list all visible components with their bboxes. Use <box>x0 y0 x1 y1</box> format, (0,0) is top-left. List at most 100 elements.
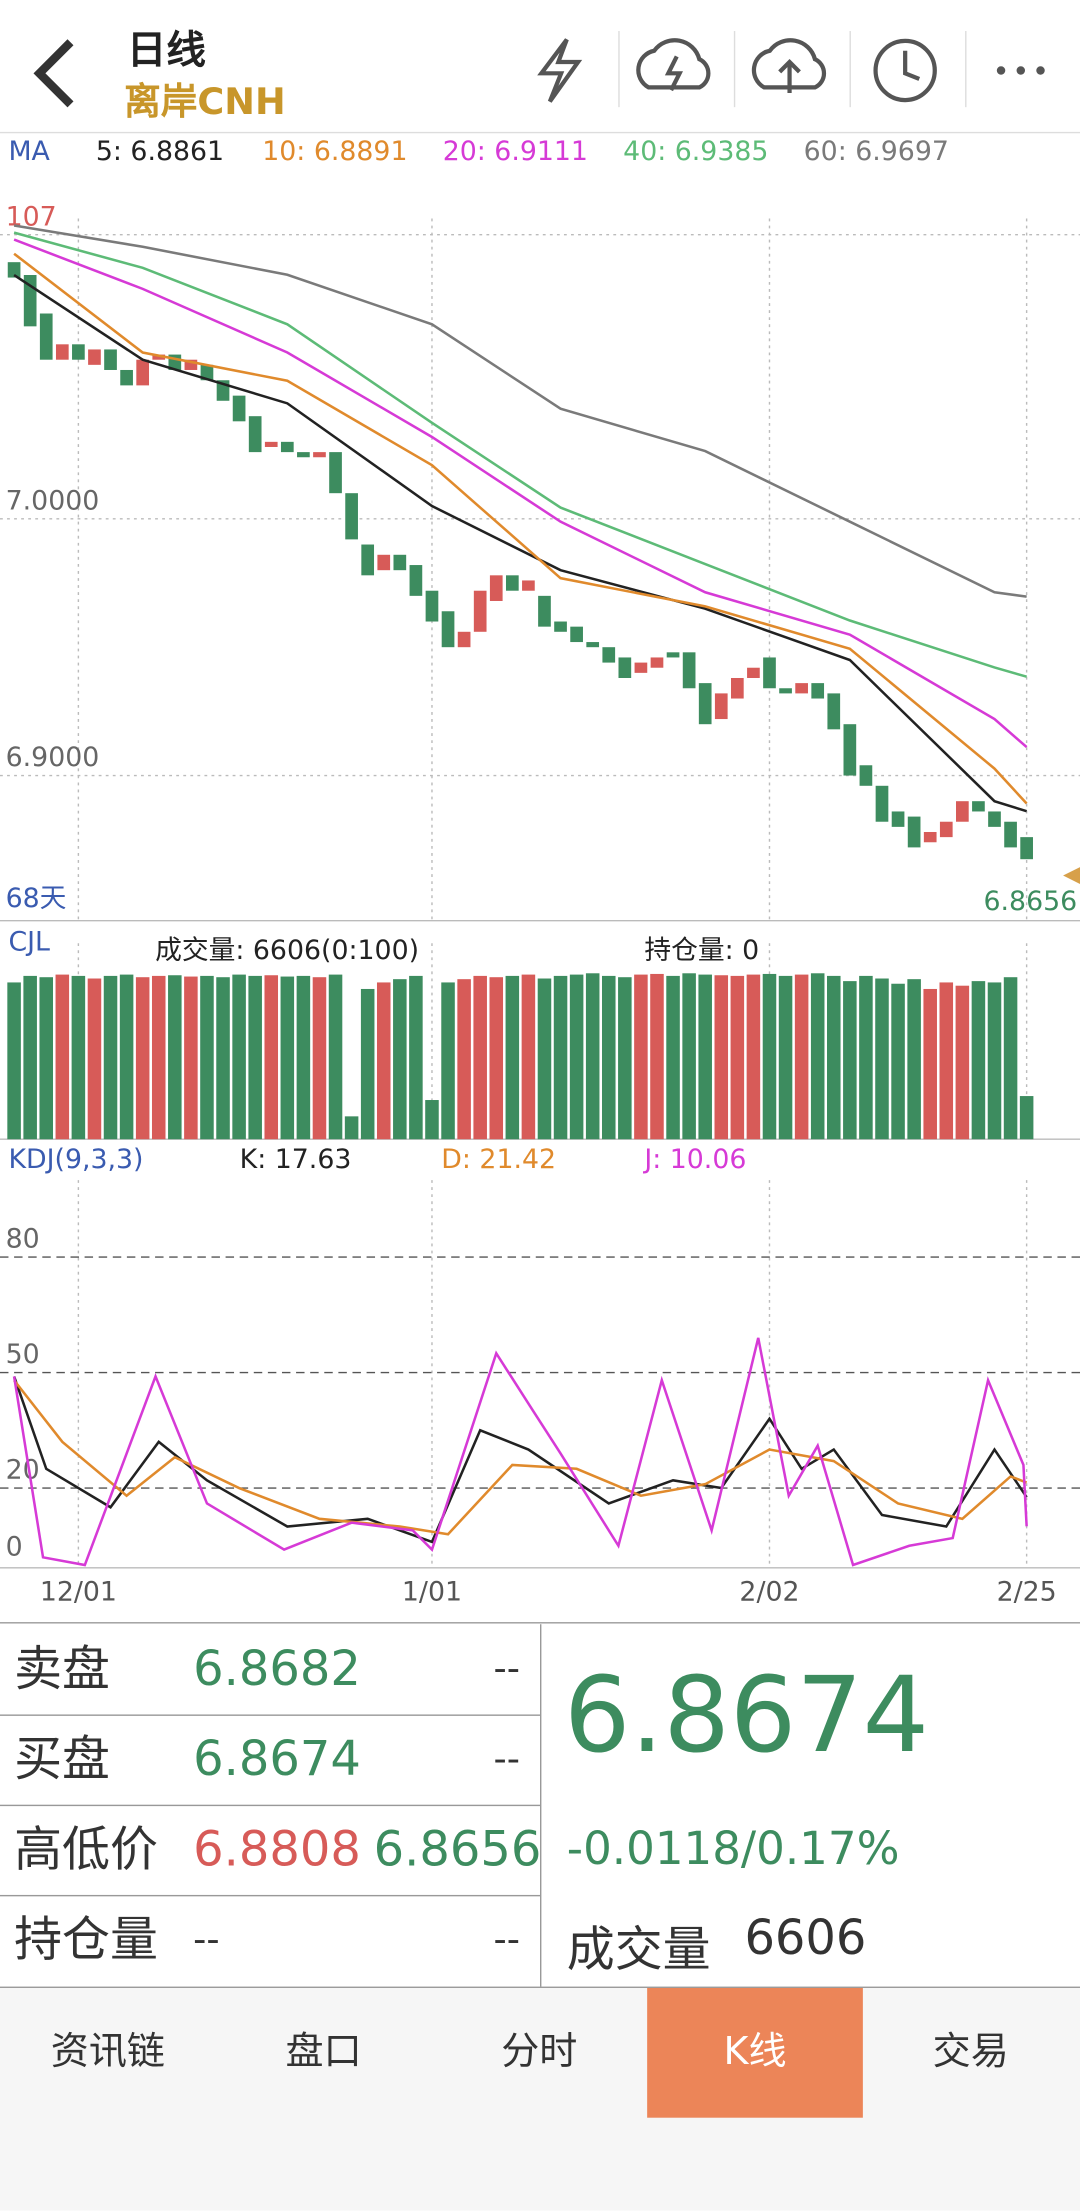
y-tick-label: 0 <box>6 1532 23 1563</box>
tab[interactable]: K线 <box>647 1987 863 2118</box>
volume-bar <box>505 975 520 1140</box>
candle-body <box>730 677 744 699</box>
candle-body <box>650 657 664 668</box>
y-tick-label: 7.0000 <box>6 485 100 516</box>
tab[interactable]: 盘口 <box>285 2030 362 2074</box>
y-tick-label: 80 <box>6 1224 40 1255</box>
series-line <box>13 1379 1028 1536</box>
volume-bar <box>376 982 391 1140</box>
tab[interactable]: 交易 <box>932 2030 1009 2074</box>
candle-body <box>505 575 519 591</box>
volume-bar <box>585 973 600 1140</box>
volume-bar <box>939 982 954 1140</box>
volume-bar <box>393 979 407 1140</box>
volume-bar <box>55 974 70 1140</box>
candle-body <box>409 565 423 596</box>
candle-body <box>586 642 600 648</box>
candle-body <box>489 575 503 601</box>
clock-icon[interactable] <box>873 38 937 103</box>
clock-hand <box>903 50 921 81</box>
volume-bar <box>184 976 198 1140</box>
volume-bar <box>344 1116 359 1140</box>
volume-bar <box>151 975 166 1140</box>
candle-body <box>939 821 953 838</box>
change: -0.0118/0.17% <box>566 1821 900 1876</box>
candle-body <box>88 349 101 365</box>
y-tick-label: 6.9000 <box>6 742 100 773</box>
candle-body <box>972 801 985 812</box>
volume-bar <box>489 977 504 1140</box>
header-subtitle[interactable]: 离岸CNH <box>124 81 286 125</box>
volume-bar <box>987 982 1002 1140</box>
volume-bar <box>682 973 696 1140</box>
candle-body <box>666 652 680 658</box>
volume-bar <box>441 982 455 1140</box>
more-dot[interactable] <box>1036 66 1045 75</box>
volume-bar <box>843 981 857 1140</box>
volume-bar <box>71 975 86 1140</box>
volume-bar <box>248 975 262 1140</box>
more-dot[interactable] <box>1016 66 1026 75</box>
candle-body <box>907 816 921 848</box>
volume-bar <box>296 975 311 1140</box>
back-icon[interactable] <box>33 39 74 108</box>
header-title: 日线 <box>126 26 206 74</box>
legend-entry: 5: 6.8861 <box>96 136 224 167</box>
volume-bar <box>135 977 150 1140</box>
volume-bar <box>200 975 214 1140</box>
series-line <box>12 1375 1028 1544</box>
candle-body <box>570 626 583 643</box>
tab[interactable]: 分时 <box>501 2030 578 2074</box>
volume-bar <box>328 974 343 1140</box>
candle-body <box>232 395 246 422</box>
volume-bar <box>859 975 873 1140</box>
candle-body <box>843 724 857 776</box>
x-tick-label: 2/02 <box>739 1577 799 1608</box>
upload-icon[interactable] <box>751 38 827 94</box>
series-line <box>13 273 1028 813</box>
divider <box>0 1714 540 1716</box>
flash-icon[interactable] <box>537 38 583 103</box>
volume-label: 成交量 <box>566 1921 711 1979</box>
ask-label: 卖盘 <box>14 1641 110 1698</box>
x-tick-label: 2/25 <box>997 1577 1057 1608</box>
legend-entry: J: 10.06 <box>642 1144 746 1175</box>
candle-body <box>763 657 776 689</box>
divider <box>0 1804 540 1807</box>
header: 日线 离岸CNH <box>0 0 1080 133</box>
candle-body <box>55 344 69 360</box>
volume-bar <box>1003 977 1018 1140</box>
candle-body <box>297 452 310 458</box>
volume-bar <box>360 988 375 1140</box>
volume-bar <box>714 975 729 1140</box>
candle-body <box>554 621 567 632</box>
candle-body <box>104 349 117 370</box>
candle-body <box>923 831 937 843</box>
quote-panel: 卖盘 6.8682 -- 买盘 6.8674 -- 高低价 6.8808 6.8… <box>0 1624 1080 1988</box>
more-dot[interactable] <box>996 66 1006 75</box>
vol-label: 成交量: 6606(0:100) <box>155 935 419 966</box>
candle-body <box>1004 821 1017 848</box>
days-label: 68天 <box>6 883 67 914</box>
y-tick-label: 50 <box>6 1339 40 1370</box>
candle-body <box>795 683 808 694</box>
volume-bar <box>553 975 568 1140</box>
kdj-title: KDJ(9,3,3) <box>8 1144 143 1175</box>
volume-bar <box>216 977 230 1140</box>
bid-price: 6.8674 <box>193 1731 361 1788</box>
bid-volume: -- <box>493 1738 520 1781</box>
volume-bar <box>827 975 841 1140</box>
legend-entry: 60: 6.9697 <box>804 136 949 167</box>
volume-bar <box>1019 1096 1034 1140</box>
volume-bar <box>537 978 552 1140</box>
volume-bar <box>7 982 21 1140</box>
candle-body <box>39 313 53 360</box>
tab[interactable]: 资讯链 <box>50 2030 165 2074</box>
high-price: 6.8808 <box>193 1821 361 1879</box>
cloud-icon[interactable] <box>636 38 711 92</box>
candle-body <box>248 416 262 453</box>
divider <box>0 1894 540 1897</box>
volume-bar <box>634 974 648 1140</box>
bid-label: 买盘 <box>14 1731 110 1788</box>
